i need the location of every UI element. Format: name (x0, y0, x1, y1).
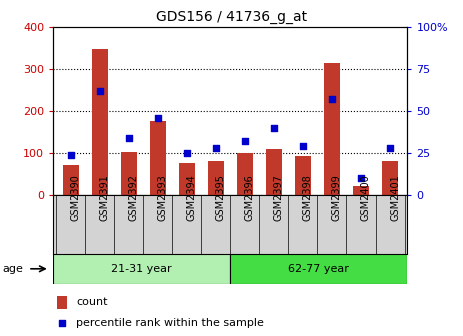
Text: GSM2392: GSM2392 (129, 174, 139, 221)
Text: GSM2399: GSM2399 (332, 174, 342, 221)
Bar (382, 161, 398, 195)
Text: GSM2401: GSM2401 (390, 174, 400, 221)
Point (58, 320, 66, 326)
Point (67, 152, 75, 157)
Point (241, 138, 249, 144)
Text: GSM2397: GSM2397 (274, 174, 284, 221)
Text: age: age (2, 264, 23, 274)
Bar (266, 149, 282, 195)
Text: GSM2393: GSM2393 (158, 174, 168, 221)
Text: GSM2398: GSM2398 (303, 174, 313, 221)
Bar (179, 163, 195, 195)
Text: GSM2390: GSM2390 (71, 174, 81, 221)
Bar (63, 166, 79, 195)
Point (299, 143, 307, 149)
Text: percentile rank within the sample: percentile rank within the sample (76, 318, 264, 328)
Text: 62-77 year: 62-77 year (288, 264, 349, 274)
Point (270, 125, 278, 130)
Text: GSM2396: GSM2396 (245, 174, 255, 221)
Bar (92, 49, 108, 195)
Point (212, 145, 219, 151)
Text: GSM2395: GSM2395 (216, 174, 226, 221)
Text: 21-31 year: 21-31 year (112, 264, 172, 274)
Text: GSM2391: GSM2391 (100, 174, 110, 221)
Bar (324, 62, 340, 195)
Point (386, 145, 394, 151)
Point (96, 88, 103, 93)
Bar (53, 254, 231, 284)
Bar (121, 152, 137, 195)
Point (183, 150, 190, 156)
Text: GSM2400: GSM2400 (361, 174, 371, 221)
Bar (208, 161, 224, 195)
Point (357, 175, 365, 181)
Bar (295, 156, 311, 195)
Text: GSM2394: GSM2394 (187, 174, 197, 221)
Bar (231, 254, 407, 284)
Text: count: count (76, 297, 108, 307)
Bar (57, 296, 68, 308)
Text: GDS156 / 41736_g_at: GDS156 / 41736_g_at (156, 10, 307, 24)
Bar (150, 121, 166, 195)
Point (328, 96, 336, 102)
Point (154, 115, 162, 120)
Bar (353, 185, 369, 195)
Bar (237, 153, 253, 195)
Point (125, 135, 132, 140)
